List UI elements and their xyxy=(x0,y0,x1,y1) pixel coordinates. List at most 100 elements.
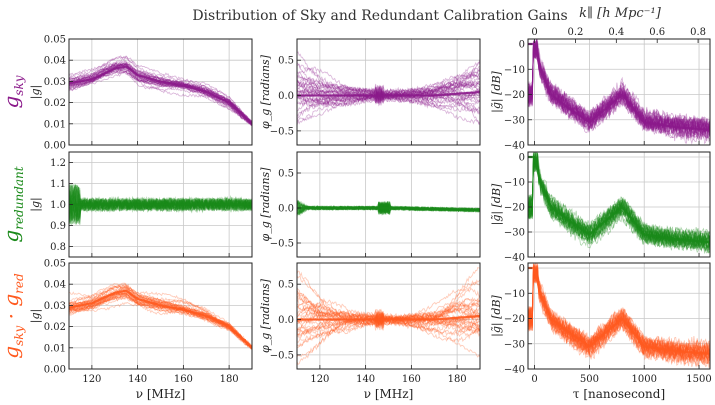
sky-delay-trace xyxy=(528,39,710,145)
product-amplitude-ylabel: |g| xyxy=(29,309,43,323)
redundant-delay-trace xyxy=(528,158,710,245)
sky-delay-trace xyxy=(528,44,710,139)
y-tick-label: 0.0 xyxy=(278,315,294,326)
product-phase-trace xyxy=(297,312,480,332)
product-phase-trace xyxy=(297,315,480,332)
sky-delay-traces xyxy=(528,39,710,145)
product-delay-median-line xyxy=(528,266,710,355)
y-tick-label: 0.05 xyxy=(44,259,66,270)
sky-amplitude-trace xyxy=(69,61,252,123)
sky-amplitude-trace xyxy=(69,63,252,124)
redundant-delay-panel: −40 −30 −20 −10 0 |g̃| [dB] xyxy=(490,151,711,264)
redundant-amplitude-trace xyxy=(69,196,252,226)
sky-phase-trace xyxy=(297,79,480,107)
sky-phase-trace xyxy=(297,72,480,105)
redundant-delay-trace xyxy=(528,152,710,244)
product-amplitude-trace xyxy=(69,283,252,347)
x-tick-label: 160 xyxy=(174,374,193,385)
sky-delay-trace xyxy=(528,39,710,134)
redundant-amplitude-trace xyxy=(69,190,252,225)
sky-phase-trace xyxy=(297,76,480,113)
sky-phase-trace xyxy=(297,91,480,123)
product-delay-trace xyxy=(528,267,710,368)
redundant-amplitude-trace xyxy=(69,184,252,225)
y-tick-label: 0 xyxy=(519,264,525,275)
product-delay-trace xyxy=(528,264,710,356)
y-tick-label: 0.04 xyxy=(44,56,66,67)
redundant-phase-median-line xyxy=(297,206,480,212)
sky-amplitude-trace xyxy=(69,62,252,123)
y-tick-label: 0.5 xyxy=(278,169,294,180)
y-tick-label: 0 xyxy=(519,153,525,164)
product-delay-trace xyxy=(528,265,710,365)
product-phase-trace xyxy=(297,300,480,325)
x-tick-label: 140 xyxy=(128,374,147,385)
product-amplitude-trace xyxy=(69,285,252,347)
y-tick-label: −10 xyxy=(504,65,525,76)
top-axis-tick-label: 0.4 xyxy=(608,27,624,38)
sky-delay-trace xyxy=(528,42,710,142)
product-delay-trace xyxy=(528,267,710,350)
redundant-amplitude-trace xyxy=(69,188,252,222)
y-tick-label: 1.0 xyxy=(50,200,66,211)
redundant-phase-ylabel: φ_g [radians] xyxy=(259,167,272,242)
product-amplitude-trace xyxy=(69,292,252,350)
y-tick-label: 0.02 xyxy=(44,322,66,333)
x-tick-label: 120 xyxy=(310,374,329,385)
y-tick-label: −40 xyxy=(504,141,525,152)
sky-amplitude-trace xyxy=(69,66,252,126)
y-tick-label: 0.0 xyxy=(278,91,294,102)
sky-delay-median-line xyxy=(528,42,710,131)
product-phase-trace xyxy=(297,314,480,344)
redundant-amplitude-trace xyxy=(69,196,252,222)
product-delay-trace xyxy=(528,266,710,356)
sky-phase-trace xyxy=(297,93,480,120)
x-tick-label: 1000 xyxy=(631,374,656,385)
product-amplitude-median-line xyxy=(69,289,252,349)
row-label-2: gsky · gred xyxy=(0,273,26,359)
top-axis-tick-label: 0 xyxy=(531,27,537,38)
top-axis-label: k∥ [h Mpc⁻¹] xyxy=(579,6,662,21)
sky-delay-panel: −40 −30 −20 −10 0 |g̃| [dB] xyxy=(490,38,711,152)
sky-delay-frame xyxy=(527,38,711,146)
sky-delay-ylabel: |g̃| [dB] xyxy=(490,70,504,112)
x-tick-label: 160 xyxy=(402,374,421,385)
top-axis-tick-label: 0.2 xyxy=(567,27,583,38)
redundant-delay-ylabel: |g̃| [dB] xyxy=(490,183,504,225)
sky-phase-panel: −0.5 0.0 0.5 φ_g [radians] xyxy=(259,38,481,146)
product-phase-trace xyxy=(297,290,480,330)
sky-phase-trace xyxy=(297,82,480,101)
product-delay-trace xyxy=(528,264,710,356)
redundant-delay-trace xyxy=(528,152,710,254)
sky-amplitude-trace xyxy=(69,55,252,122)
figure-title: Distribution of Sky and Redundant Calibr… xyxy=(192,8,567,24)
y-tick-label: 0.01 xyxy=(44,343,66,354)
y-tick-label: −0.5 xyxy=(270,239,294,250)
sky-delay-trace xyxy=(528,44,710,129)
x-tick-label: 500 xyxy=(580,374,599,385)
redundant-amplitude-trace xyxy=(69,189,252,225)
sky-delay-trace xyxy=(528,41,710,138)
product-delay-xlabel: τ [nanosecond] xyxy=(573,387,665,401)
redundant-delay-trace xyxy=(528,153,710,243)
product-phase-traces xyxy=(297,266,480,365)
product-amplitude-trace xyxy=(69,292,252,350)
sky-amplitude-trace xyxy=(69,55,252,126)
product-amplitude-panel: 0.00 0.01 0.02 0.03 0.04 0.05 120 140 160 180 |g| ν… xyxy=(29,259,253,401)
product-phase-trace xyxy=(297,314,480,358)
y-tick-label: 0.03 xyxy=(44,301,66,312)
product-delay-trace xyxy=(528,263,710,361)
redundant-delay-trace xyxy=(528,152,710,242)
product-amplitude-trace xyxy=(69,287,252,348)
redundant-amplitude-trace xyxy=(69,189,252,219)
sky-amplitude-trace xyxy=(69,62,252,124)
product-phase-median-line xyxy=(297,314,480,321)
y-tick-label: −30 xyxy=(504,228,525,239)
sky-phase-trace xyxy=(297,81,480,126)
redundant-delay-trace xyxy=(528,152,710,240)
redundant-phase-panel: −0.5 0.0 0.5 φ_g [radians] xyxy=(259,151,481,258)
sky-phase-trace xyxy=(297,66,480,99)
y-tick-label: 0.00 xyxy=(44,365,66,376)
redundant-delay-traces xyxy=(528,152,710,255)
